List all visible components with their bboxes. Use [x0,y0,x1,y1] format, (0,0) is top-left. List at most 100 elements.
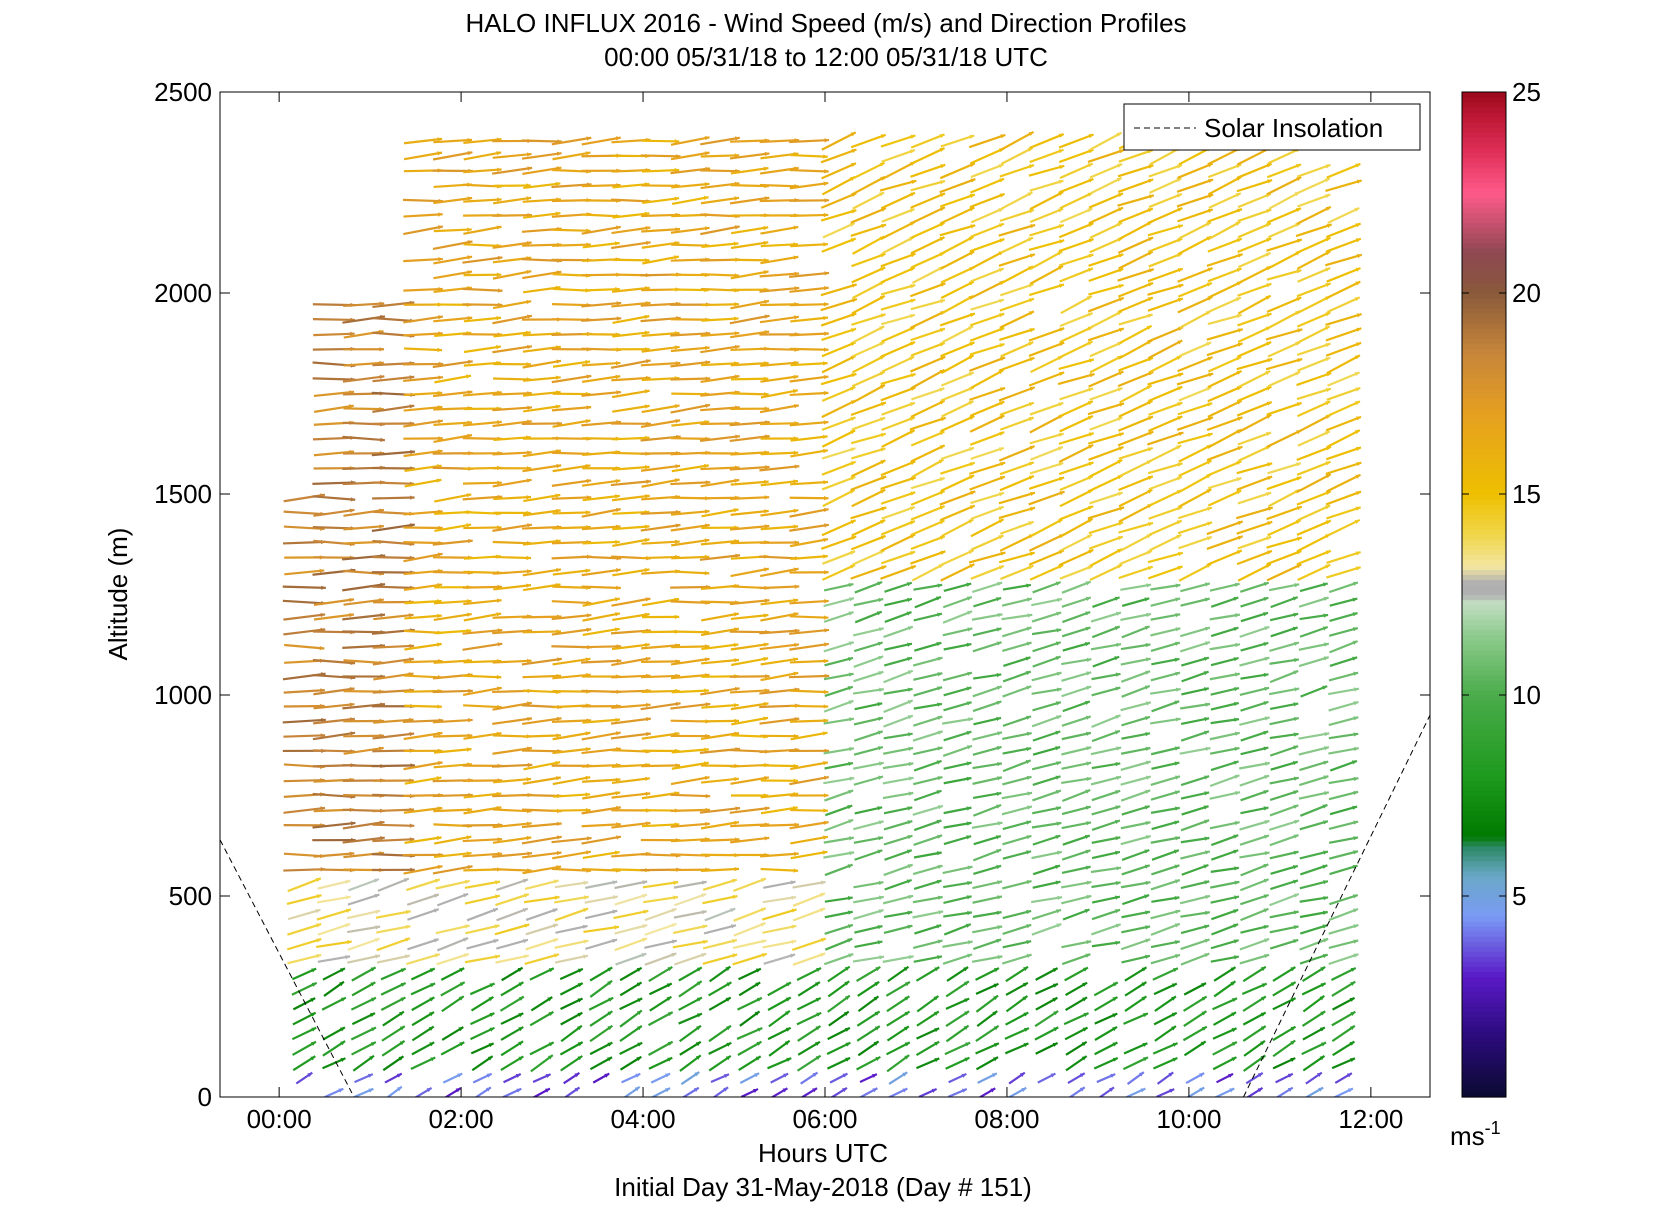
wind-arrow-head [823,212,829,218]
wind-arrow-shaft [759,643,800,651]
wind-arrow-shaft [700,225,740,236]
wind-arrow [700,820,740,830]
wind-arrow-head [457,1073,463,1078]
wind-arrow-shaft [729,152,770,160]
wind-arrow [377,877,410,892]
wind-arrow-head [438,436,443,441]
wind-arrow [680,1071,700,1086]
wind-arrow-head [667,1057,673,1062]
wind-arrow-shaft [492,420,532,428]
wind-arrow [623,1085,641,1097]
wind-arrow-shaft [701,242,739,249]
wind-arrow-shaft [671,182,710,189]
wind-arrow-shaft [343,746,384,755]
wind-arrow-head [458,1027,464,1032]
wind-arrow [522,375,561,382]
wind-arrow [699,806,741,814]
wind-arrow [641,763,681,768]
wind-arrow-head [467,240,473,245]
wind-arrow-head [522,878,528,883]
wind-arrow [823,836,854,844]
wind-arrow-head [489,983,495,988]
wind-arrow-shaft [372,555,415,560]
wind-arrow [824,789,854,802]
wind-arrow-shaft [642,881,679,889]
wind-arrow-shaft [582,791,621,800]
wind-arrow [440,981,466,997]
wind-arrow-shaft [763,880,796,889]
wind-arrow-shaft [492,196,532,205]
wind-arrow [642,255,680,265]
wind-arrow-shaft [492,241,532,249]
wind-arrow-head [437,731,443,736]
wind-arrow-head [437,864,443,870]
wind-arrow [492,240,532,249]
wind-arrow-shaft [701,303,739,307]
wind-arrow [492,299,532,310]
wind-arrow-shaft [582,333,621,336]
wind-arrow-shaft [760,792,799,799]
wind-arrow-head [320,806,326,811]
wind-arrow-head [518,1027,524,1032]
wind-arrow-head [517,967,523,972]
wind-arrow [560,1055,583,1072]
wind-arrow-head [824,286,829,291]
wind-arrow-shaft [435,924,470,935]
wind-arrow-head [823,704,829,709]
wind-arrow-shaft [581,390,622,397]
wind-arrow-shaft [611,389,650,399]
wind-arrow-shaft [612,613,650,621]
wind-arrow [555,924,588,934]
wind-arrow-shaft [789,599,829,605]
wind-arrow-shaft [462,585,503,589]
wind-arrow [492,152,532,159]
wind-arrow [790,761,829,771]
wind-arrow-shaft [824,685,854,697]
wind-arrow-shaft [551,719,592,723]
wind-arrow [760,255,799,265]
wind-arrow-head [615,612,620,617]
wind-arrow-head [725,1055,731,1061]
wind-arrow [581,822,621,828]
wind-arrow-shaft [790,835,829,845]
wind-arrow-head [615,717,621,723]
wind-arrow [463,598,502,606]
wind-arrow-shaft [790,808,828,812]
wind-arrow-head [645,597,651,602]
wind-arrow-shaft [615,952,647,966]
wind-arrow [823,699,854,713]
wind-arrow-shaft [729,806,770,814]
wind-arrow [381,1025,406,1042]
wind-arrow-shaft [433,808,473,813]
wind-arrow [403,315,444,324]
wind-arrow-shaft [790,554,828,561]
wind-arrow [821,237,857,253]
wind-arrow-head [823,537,829,543]
wind-arrow-head [644,314,650,320]
wind-arrow-shaft [760,243,799,248]
wind-arrow [759,851,799,858]
wind-arrow-head [878,909,884,914]
wind-arrow-shaft [522,376,561,382]
wind-arrow-shaft [854,610,883,624]
wind-arrow-shaft [614,937,648,952]
wind-arrow-shaft [821,550,856,565]
wind-arrow [321,996,347,1011]
wind-arrow [670,480,711,486]
wind-arrow-head [823,658,829,664]
wind-arrow [701,612,739,622]
wind-arrow [386,1085,403,1097]
wind-arrow [523,404,561,413]
wind-arrow [581,316,622,322]
wind-arrow-shaft [342,644,386,649]
wind-arrow-shaft [350,1026,377,1041]
wind-arrow-head [437,137,443,142]
wind-arrow-head [340,1058,346,1063]
wind-arrow-head [409,657,414,662]
wind-arrow-shaft [789,286,829,293]
wind-arrow-shaft [403,391,443,397]
wind-arrow-head [823,420,829,425]
wind-arrow-shaft [760,361,799,367]
wind-arrow-head [497,525,502,530]
wind-arrow-head [784,1010,790,1016]
